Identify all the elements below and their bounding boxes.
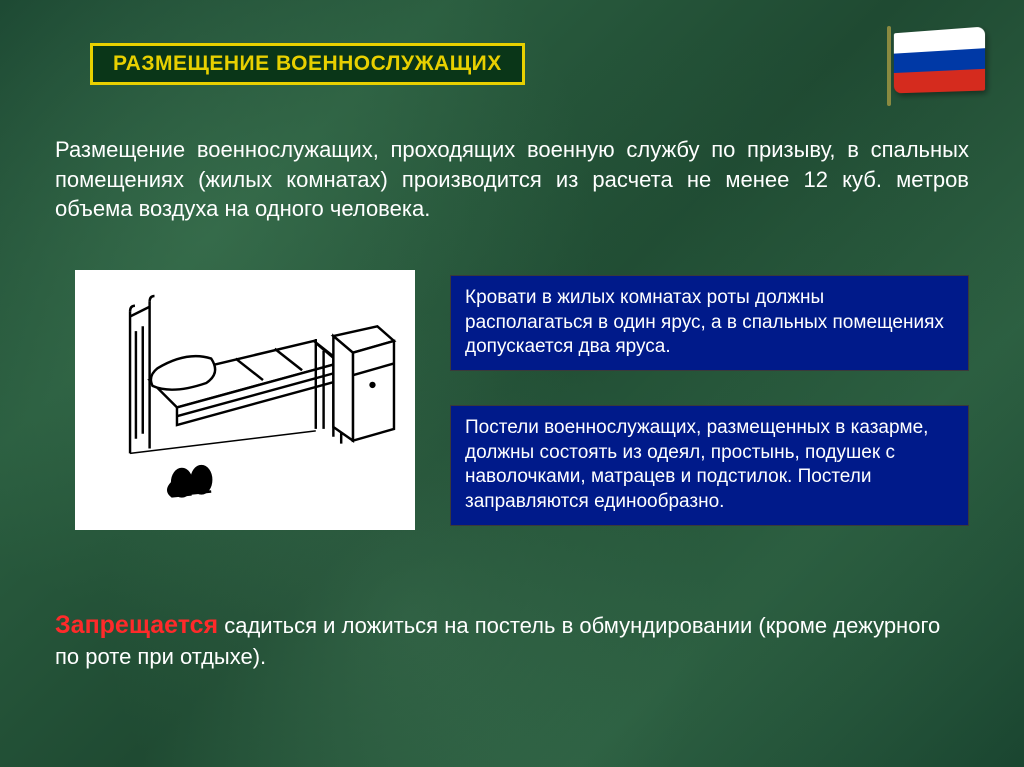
- flag-pole: [887, 26, 891, 106]
- warning-word: Запрещается: [55, 611, 218, 639]
- russian-flag: [892, 30, 984, 92]
- info-box-beds: Кровати в жилых комнатах роты должны рас…: [450, 275, 969, 371]
- intro-paragraph: Размещение военнослужащих, проходящих во…: [55, 135, 969, 224]
- flag-stripe-red: [894, 69, 985, 93]
- info-box-bedding: Постели военнослужащих, размещенных в ка…: [450, 405, 969, 526]
- bed-illustration: [75, 270, 415, 530]
- footer-paragraph: Запрещается садиться и ложиться на посте…: [55, 609, 969, 672]
- info-box-bedding-text: Постели военнослужащих, размещенных в ка…: [465, 417, 928, 512]
- flag-cloth: [894, 26, 985, 93]
- slide-title-text: РАЗМЕЩЕНИЕ ВОЕННОСЛУЖАЩИХ: [113, 52, 502, 75]
- bed-icon: [89, 280, 402, 519]
- slide-title-box: РАЗМЕЩЕНИЕ ВОЕННОСЛУЖАЩИХ: [90, 43, 525, 85]
- info-box-beds-text: Кровати в жилых комнатах роты должны рас…: [465, 287, 944, 357]
